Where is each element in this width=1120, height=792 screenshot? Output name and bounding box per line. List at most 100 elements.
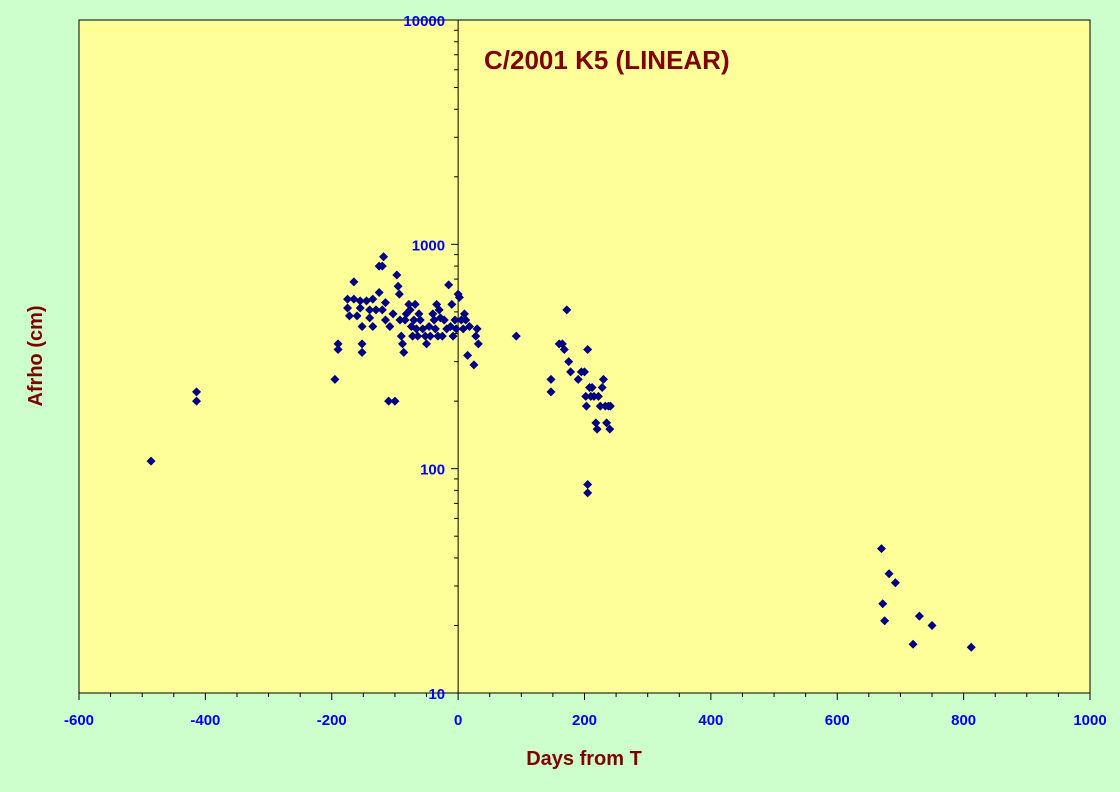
data-point	[591, 418, 601, 428]
x-tick-label: -400	[190, 712, 220, 729]
data-point	[546, 374, 556, 384]
data-point	[581, 401, 591, 411]
x-tick-label: 1000	[1073, 712, 1106, 729]
plot-area	[78, 19, 1091, 694]
chart-title: C/2001 K5 (LINEAR)	[484, 45, 730, 75]
data-point	[469, 360, 479, 370]
data-point	[605, 424, 615, 434]
data-point	[583, 344, 593, 354]
data-point	[454, 292, 464, 302]
data-point	[411, 324, 421, 334]
data-point	[384, 396, 394, 406]
data-point	[377, 305, 387, 315]
data-point	[444, 280, 454, 290]
x-tick-label: -600	[64, 712, 94, 729]
data-point	[422, 339, 432, 349]
data-point	[908, 639, 918, 649]
data-point	[463, 350, 473, 360]
data-point	[146, 456, 156, 466]
data-point	[349, 294, 359, 304]
data-point	[447, 299, 457, 309]
x-axis	[78, 692, 1091, 700]
data-point	[914, 611, 924, 621]
data-point	[437, 331, 447, 341]
y-tick-label: 10000	[403, 13, 445, 30]
data-point	[399, 347, 409, 357]
data-point	[394, 289, 404, 299]
data-point	[393, 281, 403, 291]
data-point	[430, 324, 440, 334]
data-point	[368, 322, 378, 332]
data-point	[448, 331, 458, 341]
data-point	[343, 303, 353, 313]
data-point	[368, 294, 378, 304]
data-point	[362, 296, 372, 306]
data-point	[562, 305, 572, 315]
data-point	[379, 252, 389, 262]
x-tick-label: -200	[317, 712, 347, 729]
data-point	[388, 309, 398, 319]
x-tick-label: 200	[572, 712, 597, 729]
data-point	[365, 313, 375, 323]
data-point	[593, 391, 603, 401]
x-tick-label: 400	[698, 712, 723, 729]
data-point	[884, 569, 894, 579]
x-axis-title: Days from T	[526, 748, 642, 770]
data-point	[583, 480, 593, 490]
y-tick-labels: 10 100 1000 10000	[403, 13, 445, 703]
data-point	[396, 331, 406, 341]
data-point	[414, 309, 424, 319]
data-point	[581, 391, 591, 401]
data-point	[592, 424, 602, 434]
data-point	[559, 344, 569, 354]
data-point	[425, 331, 435, 341]
data-point	[595, 401, 605, 411]
data-point	[344, 311, 354, 321]
y-tick-label: 100	[420, 462, 445, 479]
data-point	[385, 322, 395, 332]
data-point	[374, 287, 384, 297]
data-point	[876, 544, 886, 554]
data-point	[546, 387, 556, 397]
data-point	[380, 315, 390, 325]
data-point	[355, 303, 365, 313]
data-point	[192, 387, 202, 397]
data-point	[966, 642, 976, 652]
data-point	[890, 578, 900, 588]
data-point	[357, 347, 367, 357]
data-point	[461, 315, 471, 325]
data-point	[355, 296, 365, 306]
data-point	[352, 311, 362, 321]
data-point	[413, 331, 423, 341]
x-tick-label: 0	[454, 712, 462, 729]
y-axis-title: Afrho (cm)	[25, 305, 47, 406]
data-point	[434, 305, 444, 315]
y-tick-label: 10	[428, 686, 445, 703]
data-point	[405, 305, 415, 315]
data-point	[927, 620, 937, 630]
data-point	[566, 367, 576, 377]
data-point	[464, 322, 474, 332]
data-point	[395, 315, 405, 325]
data-point	[408, 331, 418, 341]
x-tick-labels: -600 -400 -200 0 200 400 600 800 1000	[64, 712, 1107, 729]
data-point	[357, 339, 367, 349]
data-point	[439, 315, 449, 325]
data-point	[511, 331, 521, 341]
data-point	[602, 418, 612, 428]
data-point	[580, 367, 589, 377]
data-point	[605, 401, 615, 411]
data-point	[428, 309, 438, 319]
x-tick-label: 800	[951, 712, 976, 729]
data-point	[597, 383, 607, 393]
data-point	[472, 324, 482, 334]
data-point	[380, 298, 390, 308]
data-point	[878, 599, 888, 609]
data-point	[564, 357, 574, 367]
data-point	[450, 315, 460, 325]
data-point	[400, 315, 410, 325]
data-point	[471, 331, 481, 341]
data-point	[333, 344, 343, 354]
